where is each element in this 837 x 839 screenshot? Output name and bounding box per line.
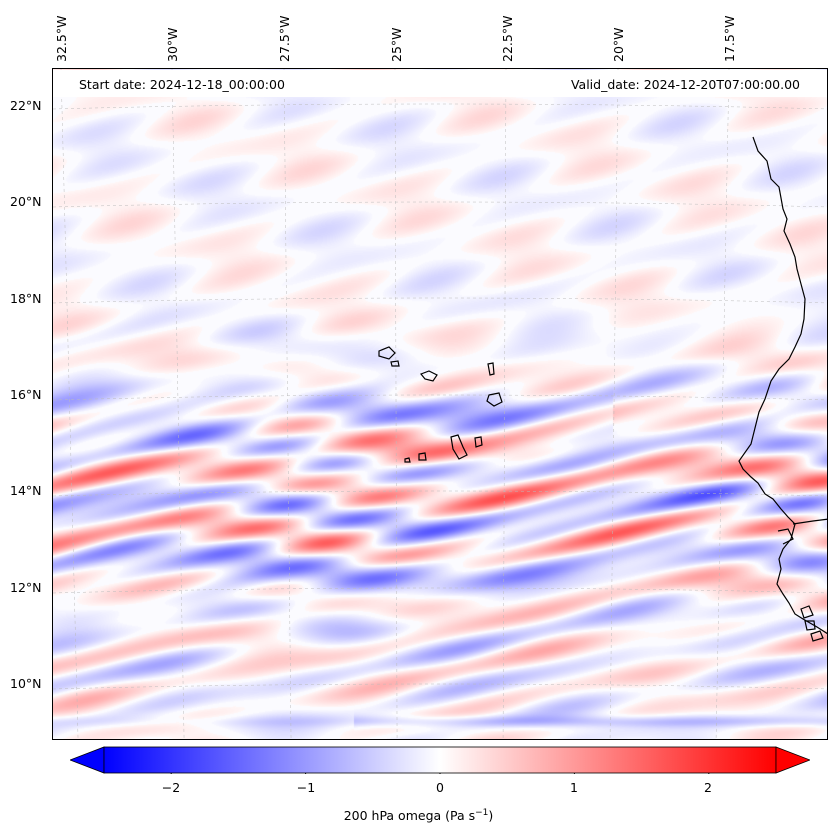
colorbar-title-exponent: −1 — [475, 808, 489, 818]
island-sao-nicolau — [420, 370, 438, 382]
island-boa-vista — [486, 392, 503, 407]
lat-label-20n: 20°N — [10, 194, 42, 209]
start-date-label: Start date: 2024-12-18_00:00:00 — [79, 77, 285, 92]
latitude-gridline — [53, 103, 827, 110]
longitude-gridline — [283, 69, 292, 739]
island-santo-antao — [378, 346, 396, 360]
colorbar — [68, 746, 812, 777]
lon-label-25w: 25°W — [389, 27, 404, 62]
island-bijagos-1 — [800, 605, 814, 619]
colorbar-title-end: ) — [488, 808, 494, 824]
colorbar-title-text: 200 hPa omega (Pa s — [343, 808, 476, 824]
graticule — [53, 69, 827, 739]
latitude-gridline — [53, 587, 827, 594]
coastline-inlet — [777, 528, 794, 545]
latitude-gridline — [53, 201, 827, 208]
lon-label-27-5w: 27.5°W — [277, 15, 292, 62]
map-panel[interactable] — [52, 68, 828, 740]
colorbar-tick-label-minus-1: −1 — [296, 780, 316, 795]
lon-label-17-5w: 17.5°W — [722, 15, 737, 62]
lon-label-20w: 20°W — [611, 27, 626, 62]
colorbar-tick-label-1: 1 — [570, 780, 578, 795]
island-fogo — [418, 452, 427, 461]
colorbar-extend-max — [775, 746, 812, 774]
colorbar-extend-min — [68, 746, 105, 774]
lat-label-10n: 10°N — [10, 676, 42, 691]
lon-label-32-5w: 32.5°W — [54, 15, 69, 62]
island-bijagos-2 — [804, 620, 816, 631]
latitude-gridline — [53, 394, 827, 401]
coastline-bay — [792, 518, 827, 525]
longitude-gridline — [394, 69, 398, 739]
lat-label-12n: 12°N — [10, 580, 42, 595]
date-info-bar — [53, 70, 827, 97]
lat-label-14n: 14°N — [10, 483, 42, 498]
colorbar-tick-label-0: 0 — [436, 780, 444, 795]
colorbar-title: 200 hPa omega (Pa s−1) — [0, 808, 837, 823]
lat-label-18n: 18°N — [10, 291, 42, 306]
island-santiago — [450, 434, 468, 460]
island-sao-vicente — [390, 360, 400, 367]
colorbar-svg — [68, 746, 812, 777]
lon-label-30w: 30°W — [165, 27, 180, 62]
longitude-gridline — [171, 69, 185, 739]
longitude-gridline — [715, 69, 730, 739]
island-sal — [487, 362, 495, 376]
colorbar-body — [103, 746, 777, 774]
latitude-gridline — [53, 297, 827, 304]
longitude-gridline — [502, 69, 507, 739]
longitude-gridline — [60, 69, 79, 739]
valid-date-label: Valid_date: 2024-12-20T07:00:00.00 — [570, 77, 800, 92]
lat-label-22n: 22°N — [10, 98, 42, 113]
lon-label-22-5w: 22.5°W — [500, 15, 515, 62]
colorbar-tick-label-2: 2 — [704, 780, 712, 795]
lat-label-16n: 16°N — [10, 387, 42, 402]
latitude-gridline — [53, 683, 827, 690]
longitude-gridline — [609, 69, 619, 739]
island-maio — [474, 436, 483, 448]
latitude-gridline — [53, 490, 827, 497]
coastline — [378, 136, 827, 642]
island-bijagos-3 — [810, 630, 824, 642]
colorbar-tick-label-minus-2: −2 — [161, 780, 181, 795]
island-brava — [404, 457, 411, 463]
map-overlay — [53, 69, 827, 739]
coastline-west-africa — [738, 136, 827, 635]
